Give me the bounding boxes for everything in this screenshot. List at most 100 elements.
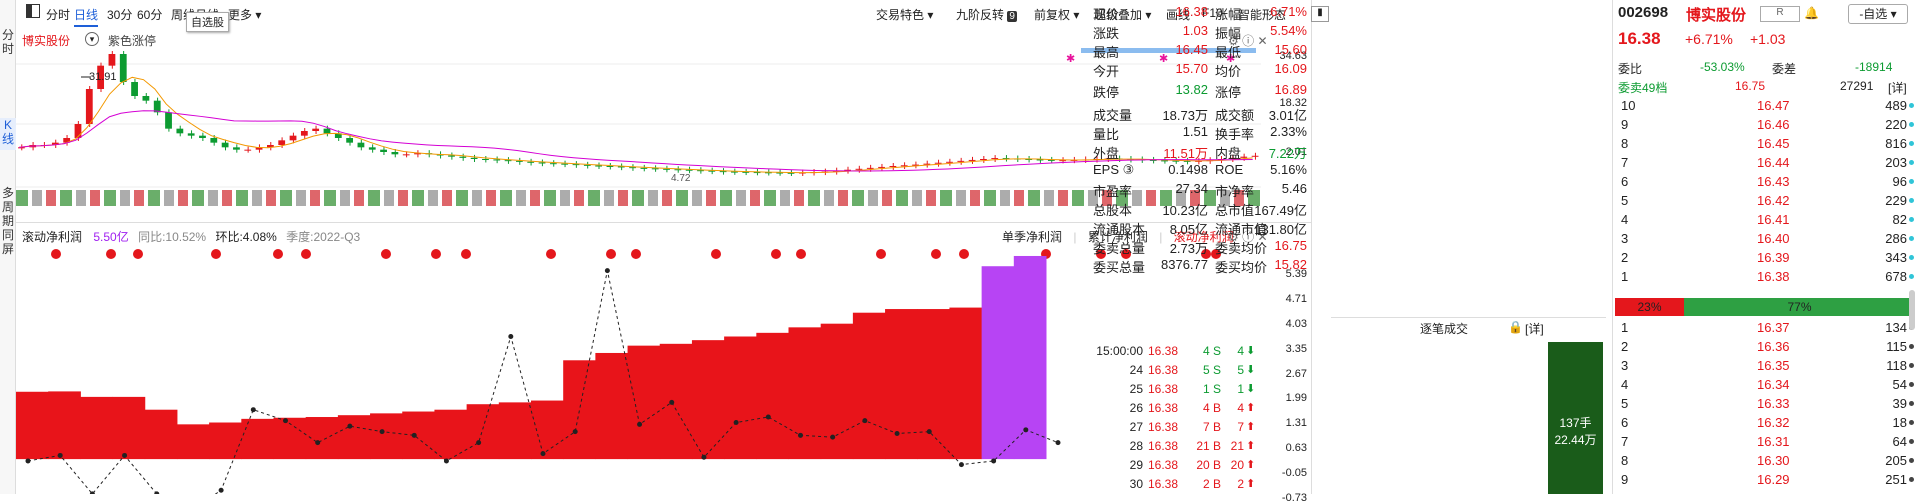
tab-daily[interactable]: 日线: [74, 6, 99, 27]
ask-row[interactable]: 10 16.47 489: [1615, 98, 1915, 115]
bid-row[interactable]: 9 16.29 251: [1615, 472, 1915, 489]
quote-label: 委卖均价: [1215, 241, 1268, 256]
trade-summary-amount: 22.44万: [1554, 433, 1597, 447]
bid-row[interactable]: 3 16.35 118: [1615, 358, 1915, 375]
kline-chart[interactable]: 31.91 4.72 ✱ ✱ ✱: [16, 44, 1261, 204]
f10-button[interactable]: F10: [1202, 6, 1223, 20]
help-icon[interactable]: ⓘ: [1242, 230, 1255, 244]
bid-row[interactable]: 4 16.34 54: [1615, 377, 1915, 394]
quote-value: 15.60: [1274, 42, 1307, 57]
ask-row[interactable]: 7 16.44 203: [1615, 155, 1915, 172]
draw-line-button[interactable]: 画线: [1166, 8, 1191, 22]
profit-bar: [209, 422, 242, 460]
bid-row[interactable]: 8 16.30 205: [1615, 453, 1915, 470]
ask-row[interactable]: 3 16.40 286: [1615, 231, 1915, 248]
tab-rolling-profit[interactable]: 滚动净利润: [1173, 230, 1234, 244]
settings-icon[interactable]: ⚙: [1228, 230, 1239, 244]
r-badge[interactable]: R: [1760, 6, 1800, 22]
view-timeshare-tab[interactable]: 分时: [1, 28, 14, 56]
profit-bar: [370, 413, 403, 460]
ask-row[interactable]: 4 16.41 82: [1615, 212, 1915, 229]
overlay-menu[interactable]: 超级叠加 ▾: [1094, 6, 1151, 23]
nine-reversal-button[interactable]: 九阶反转 9: [956, 6, 1017, 23]
trade-price: 16.38: [1148, 477, 1179, 491]
quote-row-right: 委卖均价 16.75: [1215, 238, 1307, 256]
indicator-name[interactable]: 滚动净利润: [22, 230, 83, 244]
tab-quarter-profit[interactable]: 单季净利润: [1002, 230, 1063, 244]
ask-row[interactable]: 8 16.45 816: [1615, 136, 1915, 153]
bid-price: 16.29: [1757, 472, 1790, 487]
close-icon[interactable]: ✕: [1257, 230, 1268, 244]
order-dot-icon: [1909, 103, 1914, 108]
sell-depth-label[interactable]: 委卖49档: [1618, 81, 1668, 95]
candle-body: [221, 142, 229, 148]
collapse-panel-icon[interactable]: ▮: [1311, 6, 1329, 22]
adjust-menu[interactable]: 前复权 ▾: [1034, 6, 1079, 23]
orderbook-detail-link[interactable]: [详]: [1888, 81, 1907, 95]
trade-volume: 4 B: [1202, 401, 1221, 415]
bid-row[interactable]: 7 16.31 64: [1615, 434, 1915, 451]
quote-label: 委卖总量: [1093, 241, 1146, 256]
trade-volume: 5 S: [1202, 363, 1221, 377]
settings-icon[interactable]: ⚙: [1228, 34, 1239, 48]
chevron-down-icon[interactable]: ▾: [85, 32, 99, 46]
candle-body: [934, 162, 942, 164]
ask-row[interactable]: 6 16.43 96: [1615, 174, 1915, 191]
tab-timeshare[interactable]: 分时: [46, 8, 71, 22]
trade-summary-hands: 137手: [1559, 416, 1592, 430]
candle-body: [697, 170, 704, 172]
tab-30min[interactable]: 30分: [107, 8, 133, 22]
arrow-up-icon: ⬆: [1246, 440, 1256, 452]
yoy-point: [958, 462, 964, 468]
trades-detail-link[interactable]: [详]: [1525, 322, 1544, 336]
color-mode-label[interactable]: 紫色涨停: [108, 34, 157, 48]
bid-row[interactable]: 2 16.36 115: [1615, 339, 1915, 356]
help-icon[interactable]: ⓘ: [1242, 34, 1255, 48]
bid-row[interactable]: 1 16.37 134: [1615, 320, 1915, 337]
bid-row[interactable]: 5 16.33 39: [1615, 396, 1915, 413]
stock-name: 博实股份: [1686, 7, 1747, 24]
close-icon[interactable]: ✕: [1257, 34, 1268, 48]
panel-toggle-icon[interactable]: [26, 4, 40, 18]
view-multi-period-tab[interactable]: 多周期同屏: [1, 186, 14, 256]
ask-row[interactable]: 1 16.38 678: [1615, 269, 1915, 286]
ask-row[interactable]: 9 16.46 220: [1615, 117, 1915, 134]
orderbook-scrollbar[interactable]: [1909, 290, 1915, 330]
yoy-point: [89, 491, 95, 494]
candle-body: [1240, 156, 1248, 158]
tab-60min[interactable]: 60分: [137, 8, 163, 22]
smart-pattern-button[interactable]: 智能形态: [1238, 8, 1287, 22]
ask-row[interactable]: 5 16.42 229: [1615, 193, 1915, 210]
candle-body: [255, 147, 263, 150]
bid-price: 16.33: [1757, 396, 1790, 411]
net-profit-chart[interactable]: [16, 246, 1261, 494]
candle-body: [1161, 160, 1168, 162]
bid-row[interactable]: 6 16.32 18: [1615, 415, 1915, 432]
bell-icon[interactable]: 🔔: [1804, 6, 1819, 20]
candle-body: [63, 138, 71, 143]
ask-row[interactable]: 2 16.39 343: [1615, 250, 1915, 267]
candle-body: [640, 167, 648, 169]
ma-line-long: [18, 110, 1253, 172]
tab-cumulative-profit[interactable]: 累计净利润: [1087, 230, 1148, 244]
quote-label: 委买均价: [1215, 260, 1268, 275]
event-tag-strip[interactable]: [16, 190, 1261, 206]
quote-row-left: 流通股本 8.05亿: [1093, 219, 1208, 237]
quote-label: 成交量: [1093, 108, 1133, 123]
candle-body: [402, 154, 410, 156]
remove-watchlist-button[interactable]: -自选 ▾: [1848, 4, 1908, 24]
arrow-up-icon: ⬆: [1246, 402, 1256, 414]
quote-value: 2.33%: [1270, 124, 1307, 139]
bid-ask-ratio-bar: 23% 77%: [1615, 298, 1915, 316]
order-dot-icon: [1909, 179, 1914, 184]
ask-price: 16.44: [1757, 155, 1790, 170]
trade-features-menu[interactable]: 交易特色 ▾: [876, 6, 933, 23]
candle-body: [357, 142, 365, 148]
panel-divider: [16, 222, 1311, 223]
trade-time: 28: [1129, 439, 1143, 453]
candle-body: [210, 138, 218, 143]
bid-level: 8: [1621, 453, 1629, 468]
candle-body: [1059, 160, 1067, 162]
tab-more[interactable]: 更多 ▾: [228, 6, 261, 23]
